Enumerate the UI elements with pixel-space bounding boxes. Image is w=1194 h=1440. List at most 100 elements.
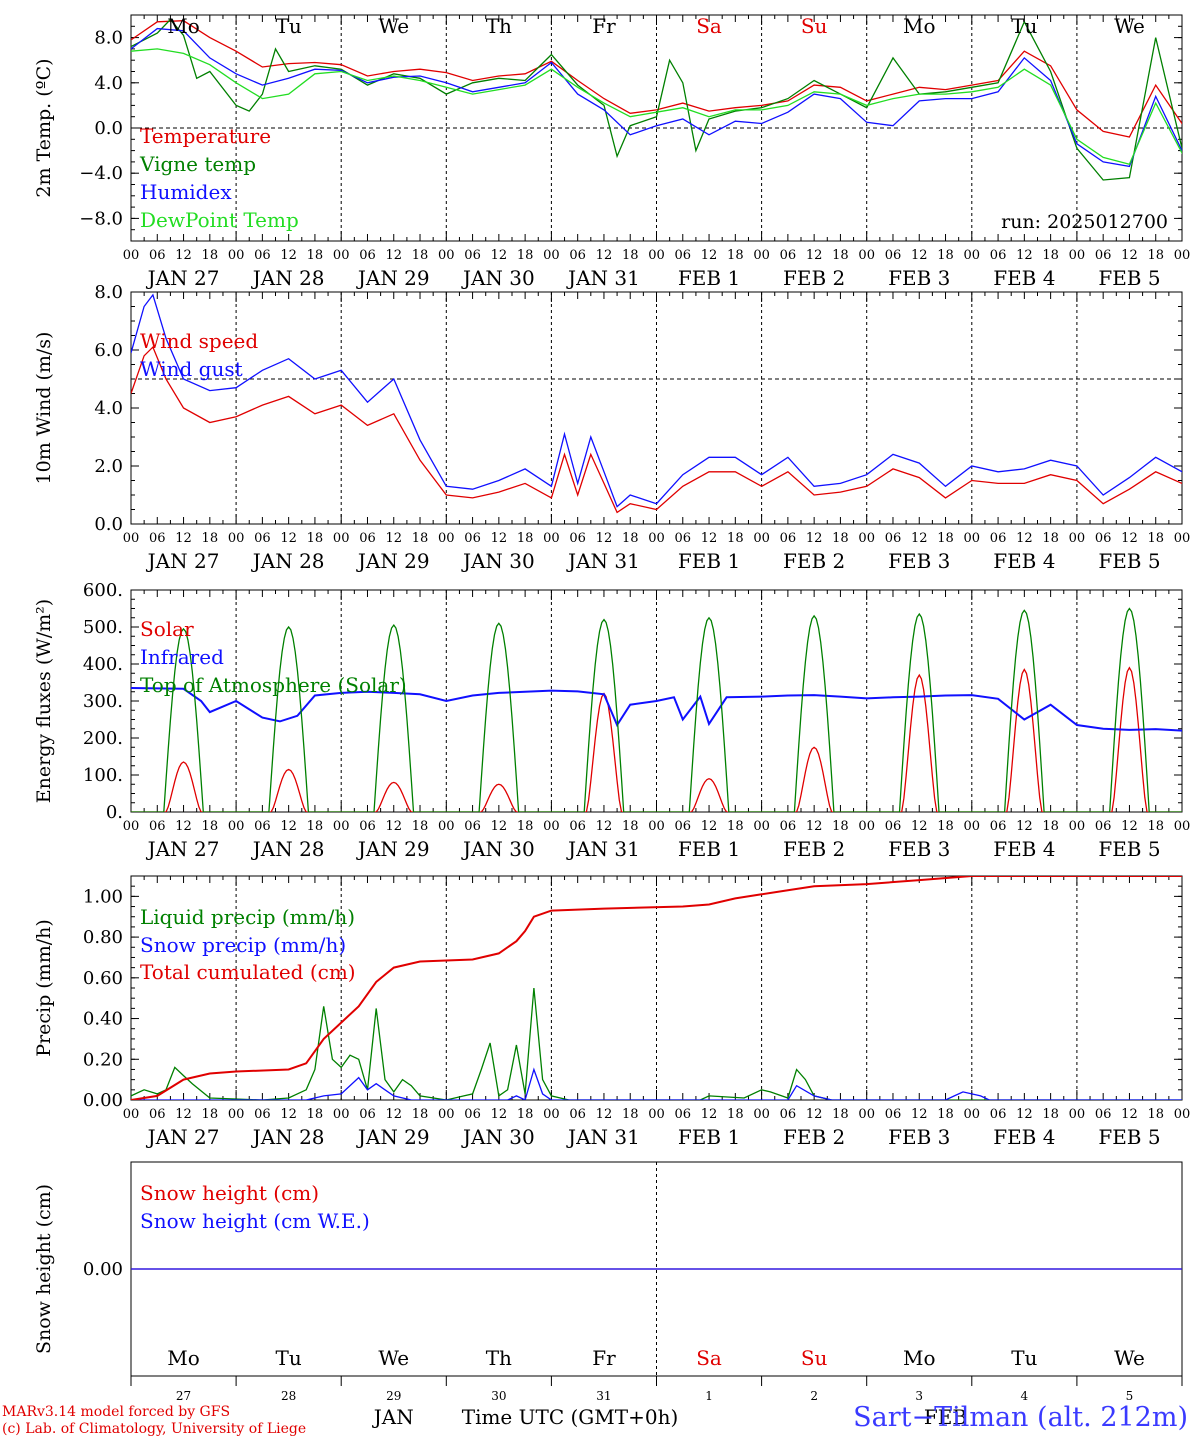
hour-tick-label: 00 xyxy=(333,819,350,834)
series-solar xyxy=(131,666,1182,812)
weekday-label-bottom: Sa xyxy=(696,1346,722,1370)
hour-tick-label: 18 xyxy=(622,248,639,263)
y-axis-label: Energy fluxes (W/m²) xyxy=(33,599,55,803)
hour-tick-label: 00 xyxy=(543,1107,560,1122)
hour-tick-label: 18 xyxy=(202,819,219,834)
hour-tick-label: 00 xyxy=(543,819,560,834)
series-temperature xyxy=(131,20,1182,138)
hour-tick-label: 06 xyxy=(675,248,692,263)
day-label: FEB 2 xyxy=(783,549,845,573)
hour-tick-label: 18 xyxy=(832,248,849,263)
hour-tick-label: 12 xyxy=(1016,248,1033,263)
hour-tick-label: 06 xyxy=(780,248,797,263)
weekday-label-bottom: Tu xyxy=(276,1346,302,1370)
y-axis-label: Snow height (cm) xyxy=(33,1184,55,1354)
hour-tick-label: 06 xyxy=(780,531,797,546)
day-label: JAN 30 xyxy=(461,266,535,290)
series-snow-precip-mm-h xyxy=(131,1067,1182,1100)
day-label: JAN 28 xyxy=(251,1125,325,1149)
y-tick-label: 0.40 xyxy=(83,1009,123,1030)
panel-5: Snow height (cm) xyxy=(33,1161,1183,1377)
hour-tick-label: 12 xyxy=(175,819,192,834)
series-top-of-atmosphere-solar xyxy=(131,607,1182,812)
y-axis-label: 10m Wind (m/s) xyxy=(33,332,55,485)
day-label: JAN 31 xyxy=(566,549,640,573)
hour-tick-label: 18 xyxy=(727,1107,744,1122)
legend-total-cumulated-cm: Total cumulated (cm) xyxy=(140,960,356,984)
weekday-label: We xyxy=(1114,14,1145,38)
y-tick-label: 6.0 xyxy=(94,340,123,361)
hour-tick-label: 12 xyxy=(385,248,402,263)
day-label: JAN 31 xyxy=(566,837,640,861)
hour-tick-label: 12 xyxy=(175,248,192,263)
hour-tick-label: 00 xyxy=(648,1107,665,1122)
day-label: FEB 3 xyxy=(888,1125,950,1149)
day-number: 30 xyxy=(491,1389,506,1403)
hour-tick-label: 12 xyxy=(280,1107,297,1122)
day-label: FEB 2 xyxy=(783,1125,845,1149)
hour-tick-label: 00 xyxy=(228,531,245,546)
weekday-label: Mo xyxy=(167,14,200,38)
lab-credit: (c) Lab. of Climatology, University of L… xyxy=(2,1421,307,1437)
hour-tick-label: 12 xyxy=(1121,531,1138,546)
hour-tick-label: 18 xyxy=(412,248,429,263)
hour-tick-label: 06 xyxy=(569,248,586,263)
hour-tick-label: 00 xyxy=(123,248,140,263)
station-name: Sart−Tilman (alt. 212m) xyxy=(853,1402,1188,1433)
hour-tick-label: 18 xyxy=(727,819,744,834)
hour-tick-label: 18 xyxy=(412,531,429,546)
hour-tick-label: 00 xyxy=(333,1107,350,1122)
y-tick-label: 1.00 xyxy=(83,886,123,907)
day-number: 4 xyxy=(1021,1389,1029,1403)
weekday-label-bottom: Fr xyxy=(592,1346,616,1370)
hour-tick-label: 06 xyxy=(885,248,902,263)
hour-tick-label: 00 xyxy=(438,819,455,834)
hour-tick-label: 06 xyxy=(149,1107,166,1122)
legend-dewpoint-temp: DewPoint Temp xyxy=(140,208,299,232)
hour-tick-label: 12 xyxy=(806,248,823,263)
weekday-label: Mo xyxy=(903,14,936,38)
y-tick-label: 600. xyxy=(83,580,123,601)
series-dewpoint-temp xyxy=(131,48,1182,165)
day-label: FEB 5 xyxy=(1098,1125,1160,1149)
day-label: JAN 27 xyxy=(146,837,220,861)
hour-tick-label: 00 xyxy=(858,1107,875,1122)
hour-tick-label: 18 xyxy=(1147,248,1164,263)
y-tick-label: 0.00 xyxy=(83,1259,123,1280)
hour-tick-label: 00 xyxy=(1069,248,1086,263)
hour-tick-label: 12 xyxy=(911,531,928,546)
weekday-label: Sa xyxy=(696,14,722,38)
hour-tick-label: 00 xyxy=(438,531,455,546)
y-tick-label: 0. xyxy=(106,802,123,823)
hour-tick-label: 00 xyxy=(753,248,770,263)
hour-tick-label: 00 xyxy=(753,819,770,834)
series-group xyxy=(131,876,1182,1100)
hour-tick-label: 00 xyxy=(1069,819,1086,834)
hour-tick-label: 12 xyxy=(491,531,508,546)
day-label: FEB 4 xyxy=(993,1125,1055,1149)
weekday-label-bottom: Mo xyxy=(903,1346,936,1370)
hour-tick-label: 00 xyxy=(228,1107,245,1122)
hour-tick-label: 18 xyxy=(412,1107,429,1122)
hour-tick-label: 12 xyxy=(806,819,823,834)
y-tick-label: 8.0 xyxy=(94,282,123,303)
hour-tick-label: 12 xyxy=(280,248,297,263)
hour-tick-label: 12 xyxy=(1016,1107,1033,1122)
hour-tick-label: 06 xyxy=(885,819,902,834)
hour-tick-label: 18 xyxy=(832,531,849,546)
panel-3: Energy fluxes (W/m²) xyxy=(33,589,1183,813)
hour-tick-label: 12 xyxy=(701,819,718,834)
hour-tick-label: 12 xyxy=(701,531,718,546)
hour-tick-label: 06 xyxy=(675,1107,692,1122)
hour-tick-label: 18 xyxy=(937,531,954,546)
hour-tick-label: 06 xyxy=(780,1107,797,1122)
hour-tick-label: 18 xyxy=(202,248,219,263)
day-label: FEB 4 xyxy=(993,837,1055,861)
hour-tick-label: 18 xyxy=(307,819,324,834)
day-label: JAN 27 xyxy=(146,1125,220,1149)
series-group xyxy=(131,18,1182,181)
hour-tick-label: 00 xyxy=(1069,531,1086,546)
hour-tick-label: 00 xyxy=(648,819,665,834)
hour-tick-label: 00 xyxy=(123,1107,140,1122)
